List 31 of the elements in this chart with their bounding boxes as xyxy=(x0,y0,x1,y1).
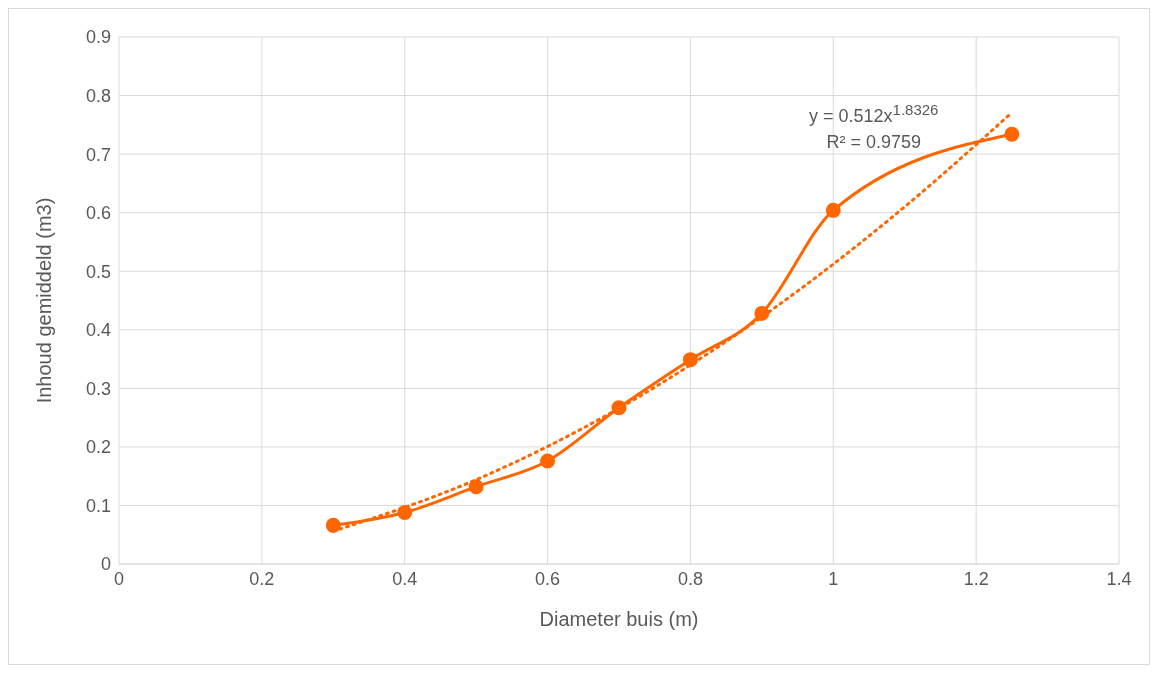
x-tick-label: 0.6 xyxy=(535,568,561,589)
y-tick-label: 0.4 xyxy=(85,320,111,341)
x-axis-title: Diameter buis (m) xyxy=(539,608,699,630)
y-tick-label: 0.7 xyxy=(85,144,111,165)
point xyxy=(468,479,484,495)
x-tick-label: 0.2 xyxy=(249,568,275,589)
x-tick-label: 0.8 xyxy=(677,568,703,589)
y-tick-label: 0.1 xyxy=(85,495,111,516)
point xyxy=(397,504,413,520)
annotation: y = 0.512x$^{1.8326}$ xyxy=(809,100,939,128)
point xyxy=(1004,126,1020,142)
x-tick-label: 1.2 xyxy=(963,568,989,589)
x-tick-label: 1.4 xyxy=(1106,568,1132,589)
x-tick-label: 0.4 xyxy=(392,568,418,589)
y-tick-label: 0 xyxy=(100,554,111,575)
y-tick-label: 0.9 xyxy=(85,27,111,48)
y-tick-label: 0.2 xyxy=(85,437,111,458)
y-tick-label: 0.5 xyxy=(85,261,111,282)
x-tick-label: 1 xyxy=(828,568,839,589)
x-tick-label: 0 xyxy=(113,568,125,589)
y-tick-label: 0.6 xyxy=(85,203,111,224)
point xyxy=(540,453,556,469)
annotation: R² = 0.9759 xyxy=(825,131,922,154)
y-axis-title: Inhoud gemiddeld (m3) xyxy=(33,197,56,404)
y-tick-label: 0.8 xyxy=(85,85,111,106)
point xyxy=(325,517,341,533)
point xyxy=(754,305,770,321)
point xyxy=(682,352,698,368)
point xyxy=(611,400,627,416)
point xyxy=(825,202,841,218)
y-tick-label: 0.3 xyxy=(85,378,111,399)
